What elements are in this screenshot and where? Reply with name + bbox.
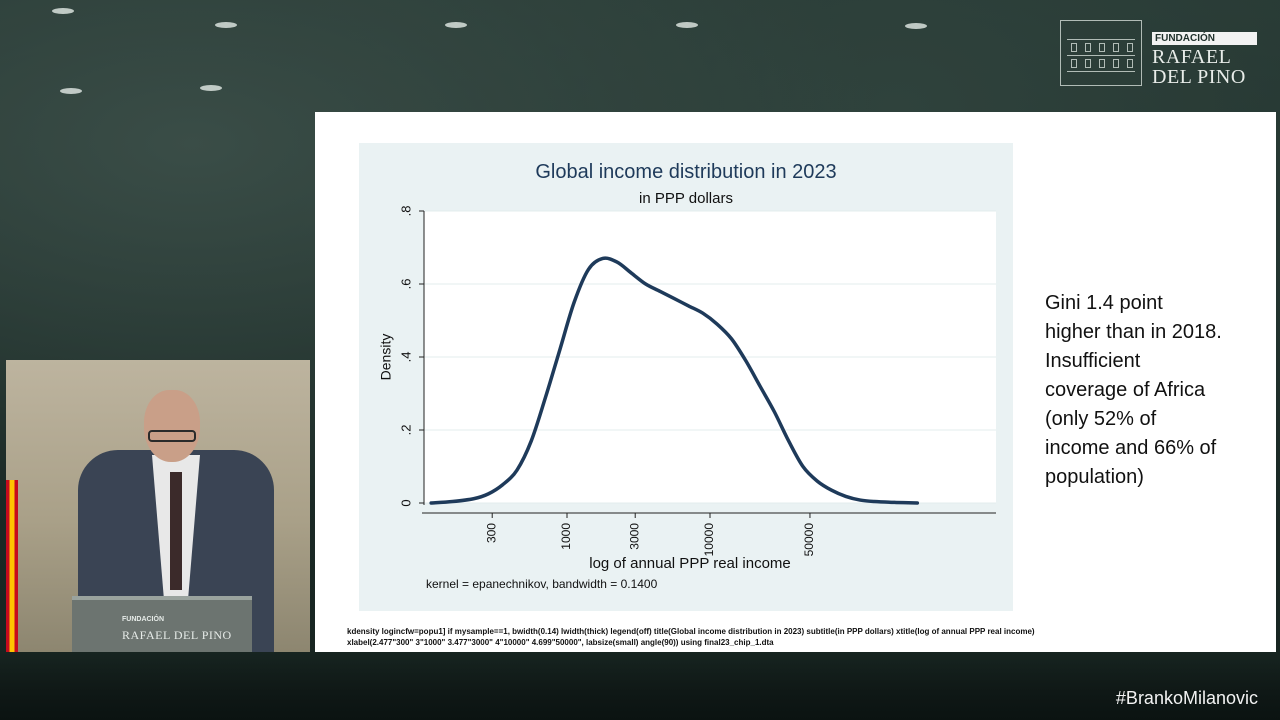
ceiling-light (905, 23, 927, 29)
logo-name: RAFAEL DEL PINO (1152, 47, 1246, 87)
y-tick-label: .8 (398, 206, 413, 217)
x-tick-label: 50000 (802, 523, 816, 557)
spain-flag (6, 480, 18, 652)
side-text-line: coverage of Africa (1045, 379, 1206, 401)
logo-name-line2: DEL PINO (1152, 66, 1246, 88)
speaker-glasses (148, 430, 196, 442)
side-text-line: Insufficient (1045, 350, 1141, 372)
audience-silhouettes (0, 650, 1280, 720)
y-tick-label: .6 (398, 279, 413, 290)
logo-fundacion-label: FUNDACIÓN (1152, 32, 1257, 45)
y-tick-label: .4 (398, 352, 413, 363)
speaker-head (144, 390, 200, 462)
kernel-note: kernel = epanechnikov, bandwidth = 0.140… (426, 577, 658, 591)
x-axis-label: log of annual PPP real income (589, 555, 791, 572)
side-commentary: Gini 1.4 point higher than in 2018. Insuff… (1045, 289, 1265, 492)
x-tick-label: 1000 (559, 523, 573, 550)
x-tick-label: 10000 (702, 523, 716, 557)
lectern-name: RAFAEL DEL PINO (122, 628, 232, 642)
density-chart: 0 .2 .4 .6 .8 300 1000 3000 10000 50000 Density log… (378, 206, 996, 572)
x-tick-label: 300 (484, 523, 498, 543)
ceiling-light (676, 22, 698, 28)
ceiling-light (60, 88, 82, 94)
ceiling-light (215, 22, 237, 28)
y-tick-label: .2 (398, 425, 413, 436)
building-logo-icon (1060, 20, 1142, 86)
lectern-fundacion: FUNDACIÓN (122, 616, 164, 623)
chart-panel: 0 .2 .4 .6 .8 300 1000 3000 10000 50000 Density log… (359, 143, 1013, 611)
ceiling-light (200, 85, 222, 91)
side-text-line: Gini 1.4 point (1045, 292, 1163, 314)
side-text-line: income and 66% of (1045, 437, 1217, 459)
speaker-video-inset: FUNDACIÓN RAFAEL DEL PINO (6, 360, 310, 652)
ceiling-light (445, 22, 467, 28)
y-tick-label: 0 (398, 499, 413, 506)
lectern: FUNDACIÓN RAFAEL DEL PINO (72, 596, 252, 652)
stata-command-note: kdensity logincfw=popu1] if mysample==1,… (347, 627, 1035, 647)
ceiling-light (52, 8, 74, 14)
chart-title: Global income distribution in 2023 (535, 161, 837, 183)
side-text-line: population) (1045, 466, 1144, 488)
density-series-line (429, 256, 920, 505)
side-text-line: (only 52% of (1045, 408, 1157, 430)
x-tick-label: 3000 (627, 523, 641, 550)
y-axis-label: Density (378, 334, 394, 381)
fundacion-logo: FUNDACIÓN RAFAEL DEL PINO (1060, 20, 1260, 90)
presentation-slide: 0 .2 .4 .6 .8 300 1000 3000 10000 50000 Density log… (315, 112, 1276, 652)
speaker-tie (170, 472, 182, 590)
hashtag: #BrankoMilanovic (1115, 688, 1258, 708)
chart-subtitle: in PPP dollars (639, 190, 733, 207)
side-text-line: higher than in 2018. (1045, 321, 1222, 343)
logo-name-line1: RAFAEL (1152, 46, 1232, 68)
